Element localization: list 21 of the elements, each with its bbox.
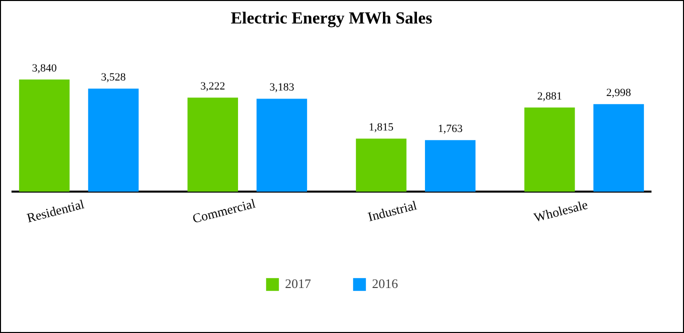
x-tick-label: Industrial — [366, 197, 419, 224]
bar — [19, 80, 70, 192]
data-label: 1,763 — [438, 123, 464, 136]
bar — [88, 88, 139, 192]
data-label: 3,222 — [200, 80, 226, 93]
data-label: 1,815 — [368, 122, 394, 134]
data-label: 2,998 — [606, 87, 632, 100]
data-label: 3,528 — [101, 72, 126, 84]
data-label: 2,881 — [537, 90, 562, 103]
x-tick-label: Wholesale — [532, 196, 590, 225]
chart-title: Electric Energy MWh Sales — [230, 8, 433, 28]
bar — [424, 140, 476, 192]
bar — [593, 104, 644, 192]
bar — [524, 108, 575, 192]
bar — [356, 138, 406, 192]
bar — [188, 98, 238, 192]
legend-label: 2016 — [372, 276, 398, 292]
data-label: 3,183 — [269, 82, 295, 94]
data-label: 3,840 — [32, 62, 58, 75]
bar — [256, 98, 308, 192]
legend-label: 2017 — [285, 276, 311, 292]
